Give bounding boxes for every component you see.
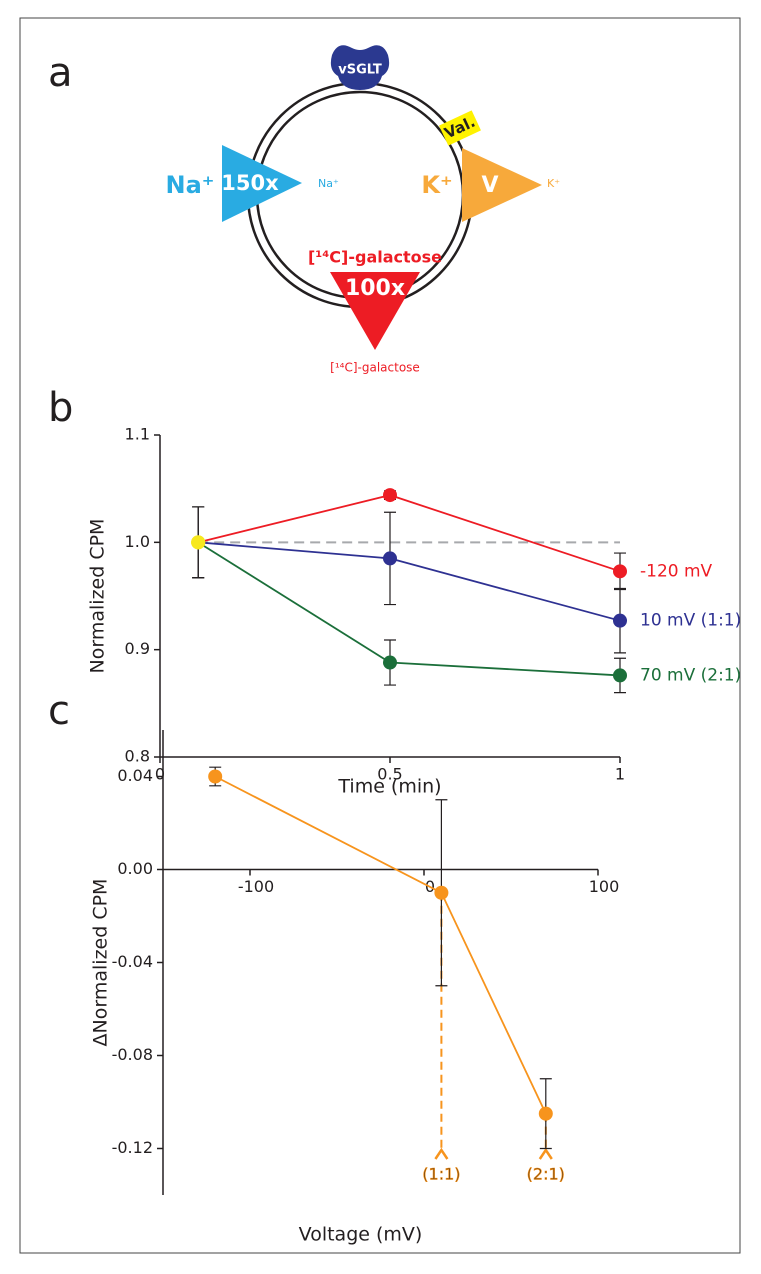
data-point: [191, 535, 206, 550]
data-point: [613, 564, 627, 579]
series-label: 70 mV (2:1): [640, 665, 741, 685]
y-tick-label: 1.1: [125, 425, 150, 444]
frame: [19, 17, 741, 1254]
series-line: [214, 775, 547, 1115]
x-tick-label: 0: [155, 765, 165, 784]
y-tick-label: 1.0: [125, 532, 150, 551]
potential: V: [481, 173, 498, 198]
y-tick-label: -0.08: [112, 1045, 153, 1064]
series-label: -120 mV: [640, 561, 713, 581]
y-tick-label: -0.04: [112, 952, 153, 971]
data-point: [613, 668, 627, 683]
substrate-outside: [¹⁴C]-galactose: [308, 248, 442, 267]
series-label: 10 mV (1:1): [640, 611, 741, 631]
data-point: [383, 551, 397, 566]
substrate-inside: [¹⁴C]-galactose: [330, 361, 420, 375]
sodium-gradient: 150x: [221, 171, 279, 195]
annotation-label: (1:1): [422, 1165, 460, 1184]
series-line: [197, 541, 621, 677]
y-tick-label: 0.04: [117, 766, 153, 785]
y-axis-label: Normalized CPM: [87, 519, 109, 674]
substrate-gradient: 100x: [345, 276, 405, 301]
series-line: [197, 494, 621, 573]
potassium-gradient-arrow: [462, 148, 542, 222]
transporter-label: vSGLT: [338, 63, 382, 78]
annotation-arrow: [538, 1147, 553, 1160]
y-tick-label: -0.12: [112, 1138, 153, 1157]
data-point: [613, 613, 627, 628]
y-tick-label: 0.9: [125, 639, 150, 658]
sodium-inside: Na⁺: [318, 177, 339, 190]
transporter-shape: [330, 45, 390, 90]
potassium-outside: K⁺: [421, 171, 452, 199]
panel-label: b: [48, 385, 73, 431]
annotation-arrow: [434, 1147, 449, 1160]
panel-label: a: [48, 50, 73, 96]
x-tick-label: 1: [615, 765, 625, 784]
y-tick-label: 0.8: [125, 747, 150, 766]
y-axis-label: ΔNormalized CPM: [90, 879, 112, 1047]
potassium-inside: K⁺: [547, 177, 560, 190]
data-point: [208, 769, 223, 784]
sodium-gradient-arrow: [222, 145, 302, 222]
x-tick-label: 0.5: [377, 765, 402, 784]
substrate-gradient-arrow: [330, 272, 420, 350]
data-point: [538, 1106, 553, 1121]
y-tick-label: 0.00: [117, 859, 153, 878]
x-axis-label: Time (min): [337, 776, 441, 798]
x-tick-label: -100: [238, 877, 274, 896]
annotation-label: (2:1): [527, 1165, 565, 1184]
x-tick-label: 100: [589, 877, 620, 896]
panel-label: c: [48, 688, 70, 734]
data-point: [434, 885, 449, 900]
x-axis-label: Voltage (mV): [299, 1224, 423, 1246]
data-point: [383, 655, 397, 670]
ionophore: Val.: [439, 110, 481, 146]
data-point: [383, 488, 397, 503]
sodium-outside: Na⁺: [166, 171, 215, 199]
